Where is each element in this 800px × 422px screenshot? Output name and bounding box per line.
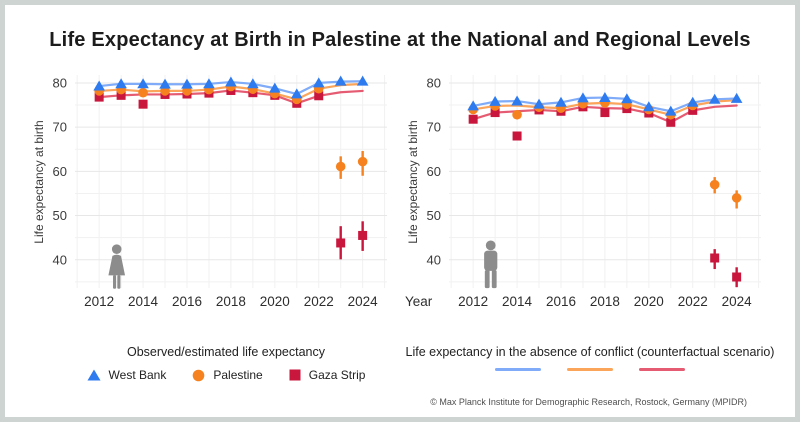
svg-text:2018: 2018 [216,294,246,309]
svg-text:60: 60 [53,164,67,179]
svg-text:40: 40 [53,252,67,267]
legend-observed-title: Observed/estimated life expectancy [126,345,326,359]
svg-text:2014: 2014 [502,294,533,309]
legend-observed-items: West Bank Palestine Gaza Strip [39,368,413,382]
svg-text:2016: 2016 [172,294,202,309]
svg-text:70: 70 [427,120,441,135]
legend-counterfactual: Life expectancy in the absence of confli… [403,345,777,371]
svg-text:50: 50 [53,208,67,223]
palestine-circle-icon [193,369,205,381]
legend-item-label: Palestine [213,368,263,382]
palestine-line-icon [567,368,613,371]
svg-text:Year: Year [405,294,433,309]
svg-text:2020: 2020 [260,294,290,309]
male-icon [484,240,498,289]
svg-text:2018: 2018 [590,294,620,309]
page-title: Life Expectancy at Birth in Palestine at… [49,29,751,51]
copyright-text: © Max Planck Institute for Demographic R… [430,397,747,407]
svg-text:2016: 2016 [546,294,576,309]
svg-text:80: 80 [427,75,441,90]
svg-text:2024: 2024 [722,294,753,309]
svg-text:70: 70 [53,120,67,135]
female-life-expectancy-chart: 40 50 60 70 80 2012 2014 2016 2018 2020 2022 2024 Li… [29,67,403,317]
svg-text:Life expectancy at birth: Life expectancy at birth [406,120,420,243]
legend-observed: Observed/estimated life expectancy West … [39,345,413,382]
legend-item-gaza-strip: Gaza Strip [289,368,366,382]
legend-counterfactual-items [403,368,777,371]
female-icon [108,244,126,289]
svg-text:Life expectancy at birth: Life expectancy at birth [32,120,46,243]
gaza-square-icon [289,369,301,381]
svg-text:2022: 2022 [304,294,334,309]
svg-text:2012: 2012 [458,294,488,309]
svg-text:50: 50 [427,208,441,223]
svg-text:60: 60 [427,164,441,179]
svg-text:2022: 2022 [678,294,708,309]
svg-text:2024: 2024 [348,294,379,309]
svg-text:2012: 2012 [84,294,114,309]
svg-text:2020: 2020 [634,294,664,309]
svg-text:40: 40 [427,252,441,267]
legend-counterfactual-title: Life expectancy in the absence of confli… [405,345,775,359]
svg-text:80: 80 [53,75,67,90]
west-bank-triangle-icon [87,369,101,381]
legend-item-west-bank: West Bank [87,368,167,382]
legend-item-label: Gaza Strip [308,368,366,382]
svg-text:2014: 2014 [128,294,159,309]
legend-item-label: West Bank [108,368,167,382]
gaza-line-icon [639,368,685,371]
legend-item-palestine: Palestine [192,368,263,382]
male-life-expectancy-chart: 40 50 60 70 80 2012 2014 2016 2018 2020 2022 2024 Li… [403,67,777,317]
west-bank-line-icon [495,368,541,371]
